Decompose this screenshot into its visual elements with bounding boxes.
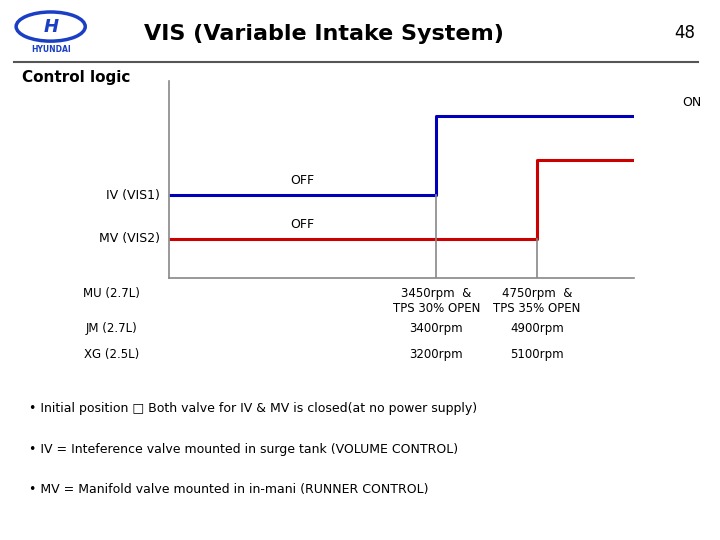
Text: 3450rpm  &
TPS 30% OPEN: 3450rpm & TPS 30% OPEN: [392, 287, 480, 315]
Text: OFF: OFF: [291, 218, 315, 231]
Text: MU (2.7L): MU (2.7L): [84, 287, 140, 300]
Text: • IV = Inteference valve mounted in surge tank (VOLUME CONTROL): • IV = Inteference valve mounted in surg…: [29, 443, 458, 456]
Text: HYUNDAI: HYUNDAI: [31, 45, 71, 54]
Text: XG (2.5L): XG (2.5L): [84, 348, 139, 361]
Text: JM (2.7L): JM (2.7L): [86, 322, 138, 335]
Text: 3400rpm: 3400rpm: [410, 322, 463, 335]
Text: H: H: [43, 18, 58, 36]
Text: 3200rpm: 3200rpm: [410, 348, 463, 361]
Ellipse shape: [16, 12, 85, 41]
Text: ON: ON: [683, 96, 702, 109]
Text: IV (VIS1): IV (VIS1): [106, 189, 160, 202]
Text: 4900rpm: 4900rpm: [510, 322, 564, 335]
Text: • MV = Manifold valve mounted in in-mani (RUNNER CONTROL): • MV = Manifold valve mounted in in-mani…: [29, 483, 428, 496]
Text: MV (VIS2): MV (VIS2): [99, 232, 160, 245]
Text: OFF: OFF: [291, 174, 315, 187]
Text: 5100rpm: 5100rpm: [510, 348, 564, 361]
Text: Control logic: Control logic: [22, 70, 130, 85]
Text: VIS (Variable Intake System): VIS (Variable Intake System): [144, 24, 504, 44]
Text: 48: 48: [674, 24, 695, 42]
Text: • Initial position □ Both valve for IV & MV is closed(at no power supply): • Initial position □ Both valve for IV &…: [29, 402, 477, 415]
Text: 4750rpm  &
TPS 35% OPEN: 4750rpm & TPS 35% OPEN: [493, 287, 580, 315]
